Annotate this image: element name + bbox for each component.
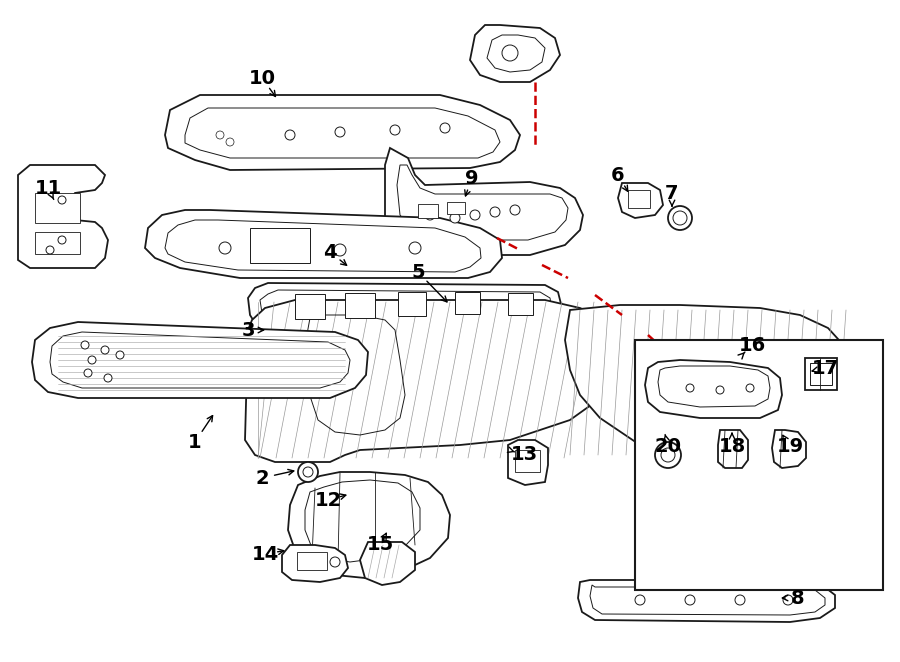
Text: 8: 8 (791, 589, 805, 608)
Polygon shape (385, 148, 583, 255)
Circle shape (219, 242, 231, 254)
Polygon shape (245, 300, 620, 462)
Text: 11: 11 (34, 179, 61, 197)
Bar (515, 450, 540, 472)
Bar (810, 363, 832, 385)
Polygon shape (578, 580, 835, 622)
Circle shape (450, 213, 460, 223)
Text: 13: 13 (510, 446, 537, 465)
Circle shape (226, 138, 234, 146)
Polygon shape (18, 165, 108, 268)
Circle shape (716, 386, 724, 394)
Text: 16: 16 (738, 336, 766, 354)
Circle shape (686, 384, 694, 392)
Circle shape (58, 196, 66, 204)
Circle shape (335, 127, 345, 137)
Text: 3: 3 (241, 320, 255, 340)
Bar (455, 292, 480, 314)
Text: 2: 2 (256, 469, 269, 487)
Circle shape (635, 595, 645, 605)
Circle shape (104, 374, 112, 382)
Circle shape (390, 125, 400, 135)
Circle shape (334, 244, 346, 256)
Bar (628, 190, 650, 208)
Circle shape (425, 210, 435, 220)
Polygon shape (645, 360, 782, 418)
Circle shape (330, 557, 340, 567)
Bar (295, 294, 325, 319)
Bar (297, 552, 327, 570)
Bar (418, 204, 438, 218)
Text: 4: 4 (323, 242, 337, 261)
Polygon shape (32, 322, 368, 398)
Text: 15: 15 (366, 536, 393, 555)
Bar (35, 232, 80, 254)
Bar (250, 228, 310, 263)
Polygon shape (360, 542, 415, 585)
Polygon shape (718, 430, 748, 468)
Circle shape (746, 384, 754, 392)
Text: 14: 14 (251, 545, 279, 563)
Text: 1: 1 (188, 432, 202, 451)
Polygon shape (618, 183, 663, 218)
Circle shape (783, 595, 793, 605)
Circle shape (502, 45, 518, 61)
Circle shape (116, 351, 124, 359)
Polygon shape (508, 440, 548, 485)
Polygon shape (565, 305, 858, 460)
Polygon shape (470, 25, 560, 82)
Polygon shape (288, 472, 450, 578)
Circle shape (298, 462, 318, 482)
Polygon shape (145, 210, 502, 278)
Polygon shape (772, 430, 806, 468)
Text: 18: 18 (718, 438, 745, 457)
Circle shape (470, 210, 480, 220)
Bar (805, 358, 837, 390)
Circle shape (46, 246, 54, 254)
Text: 9: 9 (465, 169, 479, 187)
Text: 10: 10 (248, 68, 275, 87)
Text: 17: 17 (812, 359, 839, 377)
Polygon shape (248, 283, 562, 327)
Bar (345, 293, 375, 318)
Text: 19: 19 (777, 438, 804, 457)
Circle shape (81, 341, 89, 349)
Text: 5: 5 (411, 263, 425, 281)
Circle shape (490, 207, 500, 217)
Circle shape (673, 211, 687, 225)
Text: 20: 20 (654, 438, 681, 457)
Circle shape (58, 236, 66, 244)
Circle shape (84, 369, 92, 377)
Bar (447, 202, 465, 214)
Circle shape (685, 595, 695, 605)
Text: 12: 12 (314, 491, 342, 510)
Polygon shape (165, 95, 520, 170)
Bar (508, 293, 533, 315)
Circle shape (303, 467, 313, 477)
Circle shape (735, 595, 745, 605)
Circle shape (440, 123, 450, 133)
Text: 7: 7 (665, 183, 679, 203)
Bar (635, 340, 883, 590)
Text: 6: 6 (611, 166, 625, 185)
Circle shape (655, 442, 681, 468)
Circle shape (101, 346, 109, 354)
Bar (398, 292, 426, 316)
Circle shape (661, 448, 675, 462)
Circle shape (668, 206, 692, 230)
Circle shape (88, 356, 96, 364)
Circle shape (216, 131, 224, 139)
Circle shape (510, 205, 520, 215)
Circle shape (409, 242, 421, 254)
Circle shape (285, 130, 295, 140)
Polygon shape (282, 545, 348, 582)
Bar (35, 193, 80, 223)
